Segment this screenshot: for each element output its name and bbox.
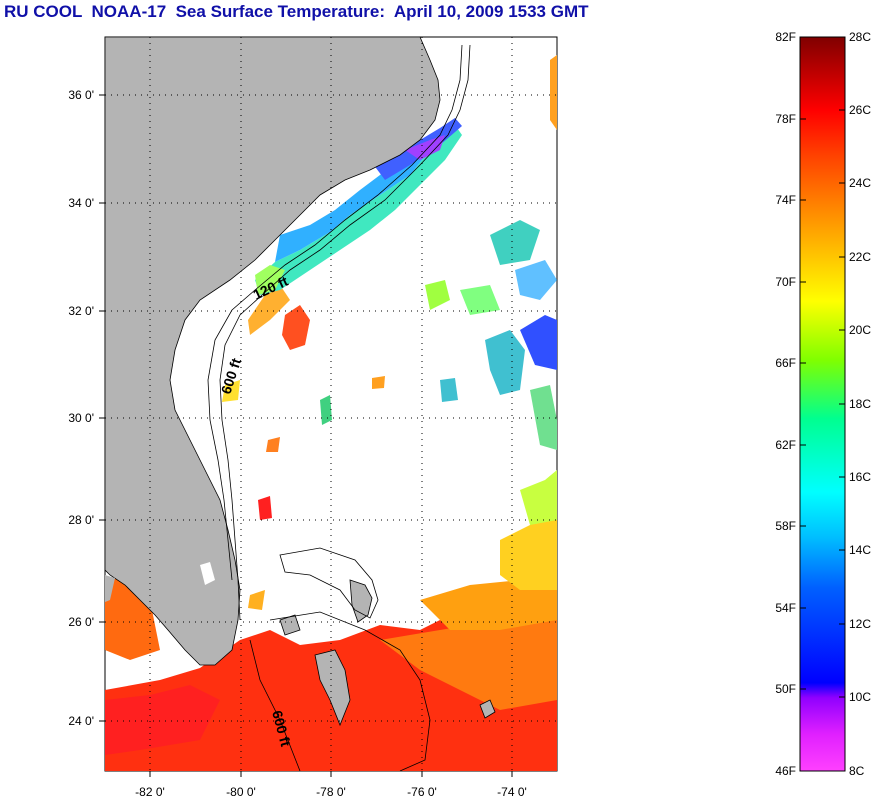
lat-tick-label: 36 0' xyxy=(68,88,94,102)
lon-tick-label: -76 0' xyxy=(407,785,437,799)
colorbar-label-f: 54F xyxy=(775,601,796,615)
colorbar-gradient xyxy=(799,36,846,772)
colorbar-label-c: 22C xyxy=(849,250,871,264)
colorbar-label-f: 70F xyxy=(775,275,796,289)
colorbar-label-c: 10C xyxy=(849,690,871,704)
lon-tick-label: -80 0' xyxy=(226,785,256,799)
colorbar-label-f: 50F xyxy=(775,682,796,696)
lat-tick-label: 28 0' xyxy=(68,513,94,527)
lon-tick-label: -74 0' xyxy=(497,785,527,799)
colorbar-label-f: 82F xyxy=(775,30,796,44)
lat-tick-label: 34 0' xyxy=(68,196,94,210)
lat-tick-label: 30 0' xyxy=(68,411,94,425)
colorbar-label-c: 8C xyxy=(849,764,865,778)
colorbar-label-f: 66F xyxy=(775,356,796,370)
colorbar-label-f: 78F xyxy=(775,112,796,126)
colorbar: 82F 78F 74F 70F 66F 62F 58F 54F 50F 46F … xyxy=(775,30,871,778)
lon-tick-label: -78 0' xyxy=(316,785,346,799)
chart-title: RU COOL NOAA-17 Sea Surface Temperature:… xyxy=(4,2,589,21)
colorbar-label-f: 58F xyxy=(775,519,796,533)
colorbar-label-c: 20C xyxy=(849,323,871,337)
colorbar-label-c: 26C xyxy=(849,103,871,117)
colorbar-label-c: 28C xyxy=(849,30,871,44)
axis-ticks xyxy=(99,94,513,777)
lat-tick-label: 26 0' xyxy=(68,615,94,629)
sst-scattered-patches xyxy=(222,55,557,520)
colorbar-label-c: 14C xyxy=(849,543,871,557)
colorbar-label-c: 12C xyxy=(849,617,871,631)
lon-tick-label: -82 0' xyxy=(135,785,165,799)
graticule xyxy=(105,37,557,771)
land-north-america xyxy=(105,37,441,666)
map-panel: 120 ft 600 ft 600 ft -82 0' -80 0' -78 0… xyxy=(68,36,558,799)
colorbar-label-f: 74F xyxy=(775,193,796,207)
lat-tick-label: 32 0' xyxy=(68,304,94,318)
colorbar-label-c: 16C xyxy=(849,470,871,484)
colorbar-label-f: 62F xyxy=(775,438,796,452)
bathymetry-contours xyxy=(207,44,471,771)
lat-tick-label: 24 0' xyxy=(68,714,94,728)
colorbar-label-f: 46F xyxy=(775,764,796,778)
colorbar-label-c: 24C xyxy=(849,176,871,190)
colorbar-label-c: 18C xyxy=(849,397,871,411)
